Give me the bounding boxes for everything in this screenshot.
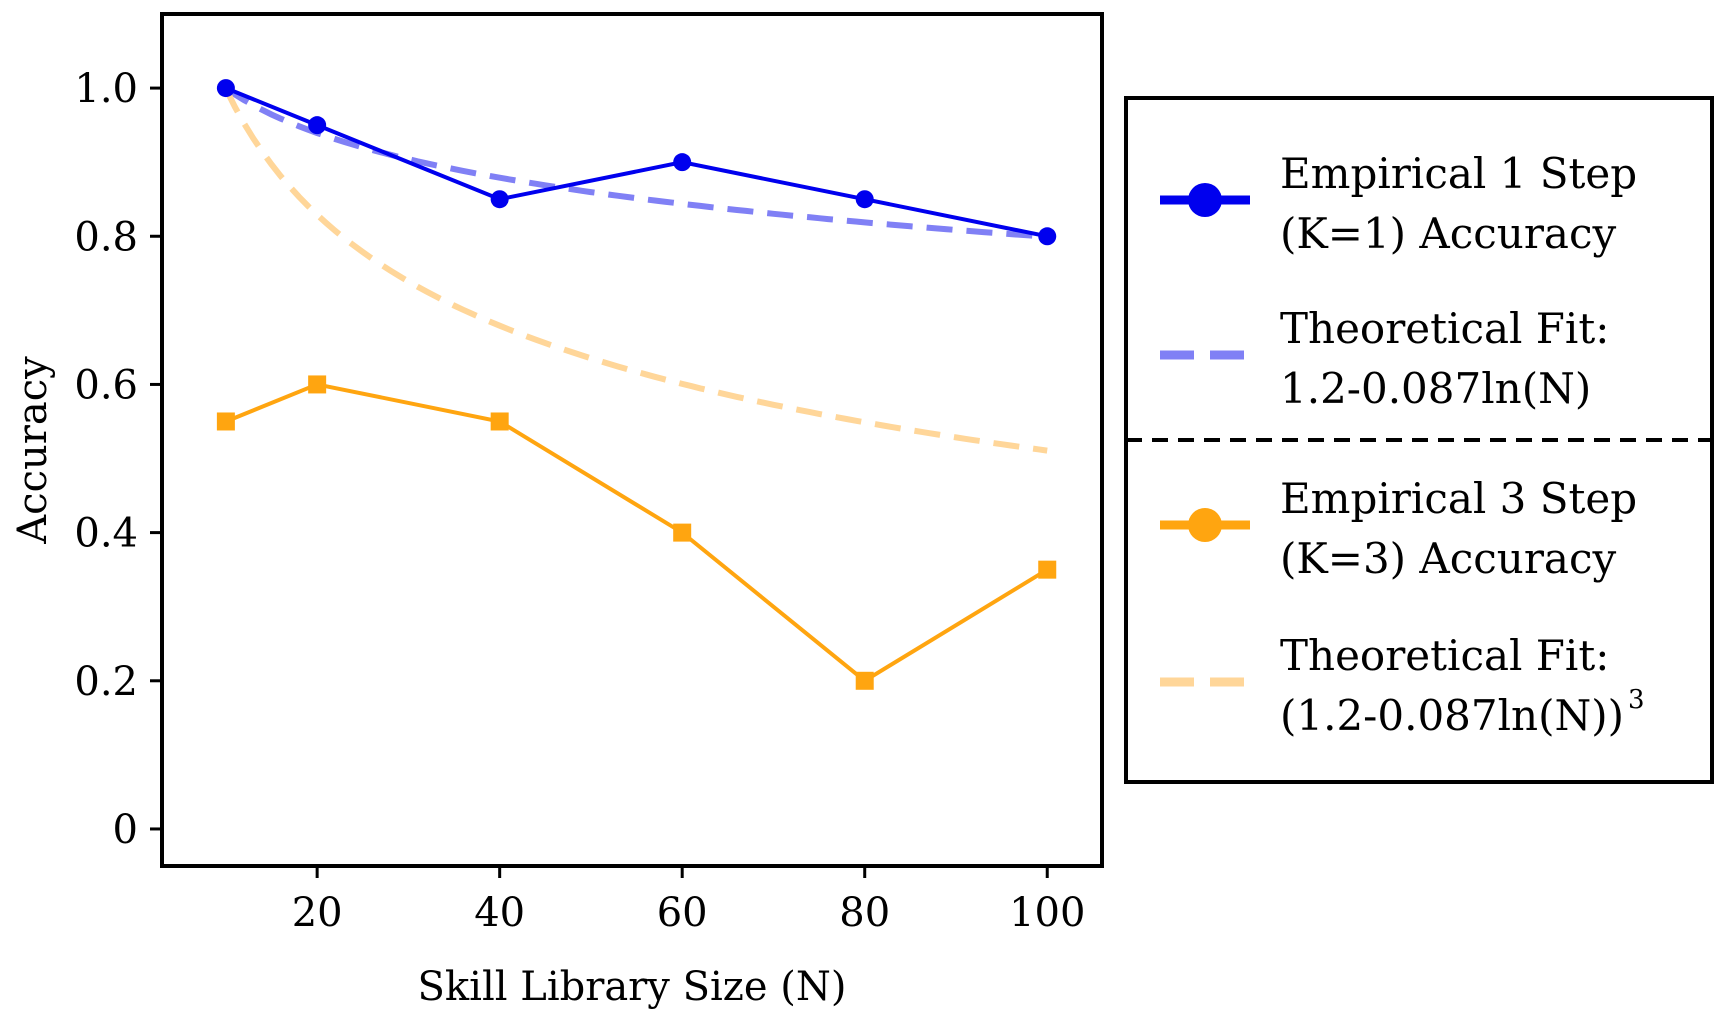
x-tick-label: 20 — [292, 890, 343, 936]
legend-label: Theoretical Fit: — [1280, 304, 1609, 353]
legend-superscript: 3 — [1628, 685, 1645, 715]
plot-frame — [160, 12, 1104, 868]
data-point — [855, 190, 874, 209]
x-tick-label: 100 — [1009, 890, 1085, 936]
legend-label: (K=1) Accuracy — [1280, 209, 1616, 258]
fit-curve-1 — [224, 85, 1048, 240]
data-point — [673, 153, 692, 172]
series-line-0 — [225, 86, 1048, 239]
legend-swatch-marker — [1188, 508, 1222, 542]
x-tick-label: 40 — [474, 890, 525, 936]
ticks-layer: 20 40 60 80 100 0 0.2 0.4 0.6 0.8 1.0 — [74, 66, 1085, 936]
data-point — [216, 412, 235, 431]
series-layer — [216, 79, 1057, 690]
data-point — [855, 671, 874, 690]
legend-swatch-marker — [1188, 183, 1222, 217]
data-point — [490, 190, 509, 209]
x-tick-label: 80 — [839, 890, 890, 936]
legend: Empirical 1 Step (K=1) Accuracy Theoretica… — [1124, 96, 1714, 784]
data-point — [308, 116, 327, 135]
x-axis-label: Skill Library Size (N) — [418, 964, 847, 1010]
x-tick-label: 60 — [657, 890, 708, 936]
y-tick-label: 0.4 — [74, 511, 138, 557]
legend-label: Empirical 1 Step — [1280, 149, 1637, 198]
y-tick-label: 0.6 — [74, 362, 138, 408]
y-tick-label: 0.2 — [74, 659, 138, 705]
legend-label: Empirical 3 Step — [1280, 474, 1637, 523]
y-tick-label: 0 — [113, 807, 138, 853]
y-tick-label: 0.8 — [74, 214, 138, 260]
data-point — [1038, 227, 1057, 246]
legend-label: 1.2-0.087ln(N) — [1280, 364, 1591, 413]
legend-label: Theoretical Fit: — [1280, 631, 1609, 680]
y-axis-label: Accuracy — [10, 356, 56, 545]
data-point — [216, 79, 235, 98]
data-point — [1038, 560, 1057, 579]
data-point — [490, 412, 509, 431]
y-tick-label: 1.0 — [74, 66, 138, 112]
data-point — [308, 375, 327, 394]
data-point — [673, 523, 692, 542]
series-line-2 — [225, 382, 1049, 684]
legend-items: Empirical 1 Step (K=1) Accuracy Theoretica… — [1160, 149, 1645, 740]
fit-curve-3 — [223, 87, 1048, 454]
legend-label: (K=3) Accuracy — [1280, 534, 1616, 583]
legend-label: (1.2-0.087ln(N)) — [1280, 691, 1624, 740]
